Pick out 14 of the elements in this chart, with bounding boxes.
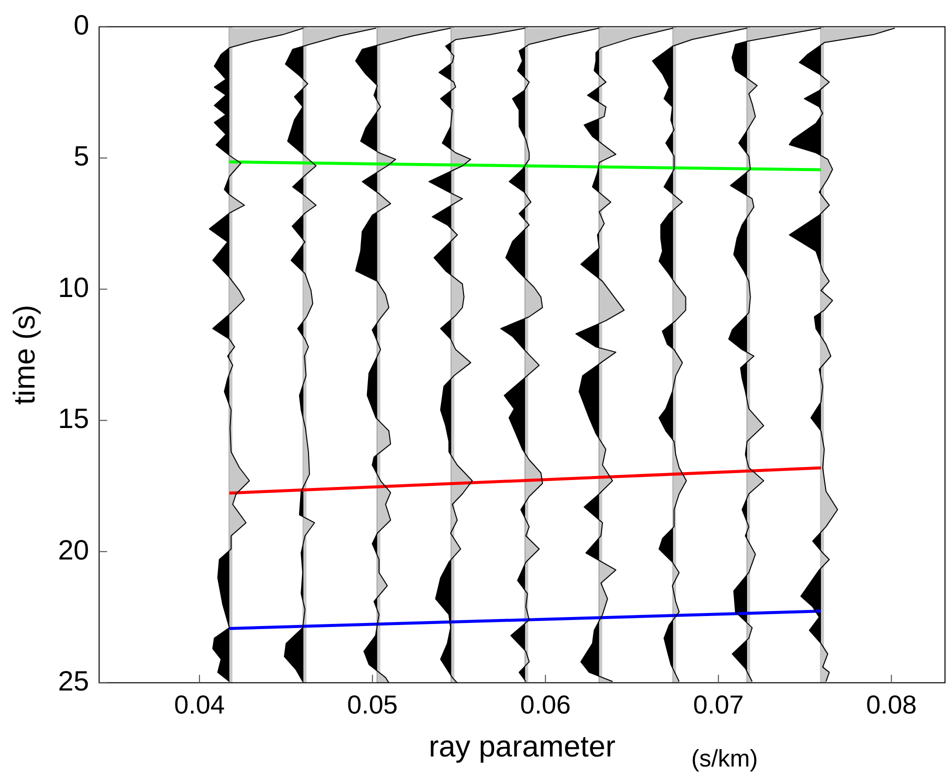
x-axis-title: ray parameter [428, 730, 616, 764]
x-tick-label: 0.08 [866, 690, 917, 720]
x-tick-label: 0.07 [693, 690, 744, 720]
y-tick-label: 15 [58, 403, 90, 434]
text: (s/km) [691, 746, 758, 773]
y-tick-label: 0 [74, 10, 90, 41]
x-tick-label: 0.06 [520, 690, 571, 720]
y-tick-label: 25 [58, 666, 90, 697]
y-axis-title: time (s) [8, 304, 42, 405]
y-tick-label: 5 [74, 140, 90, 172]
x-tick-label: 0.05 [347, 690, 398, 720]
y-tick-label: 20 [58, 534, 90, 566]
y-tick-label: 10 [58, 272, 90, 303]
x-tick-label: 0.04 [174, 690, 225, 720]
